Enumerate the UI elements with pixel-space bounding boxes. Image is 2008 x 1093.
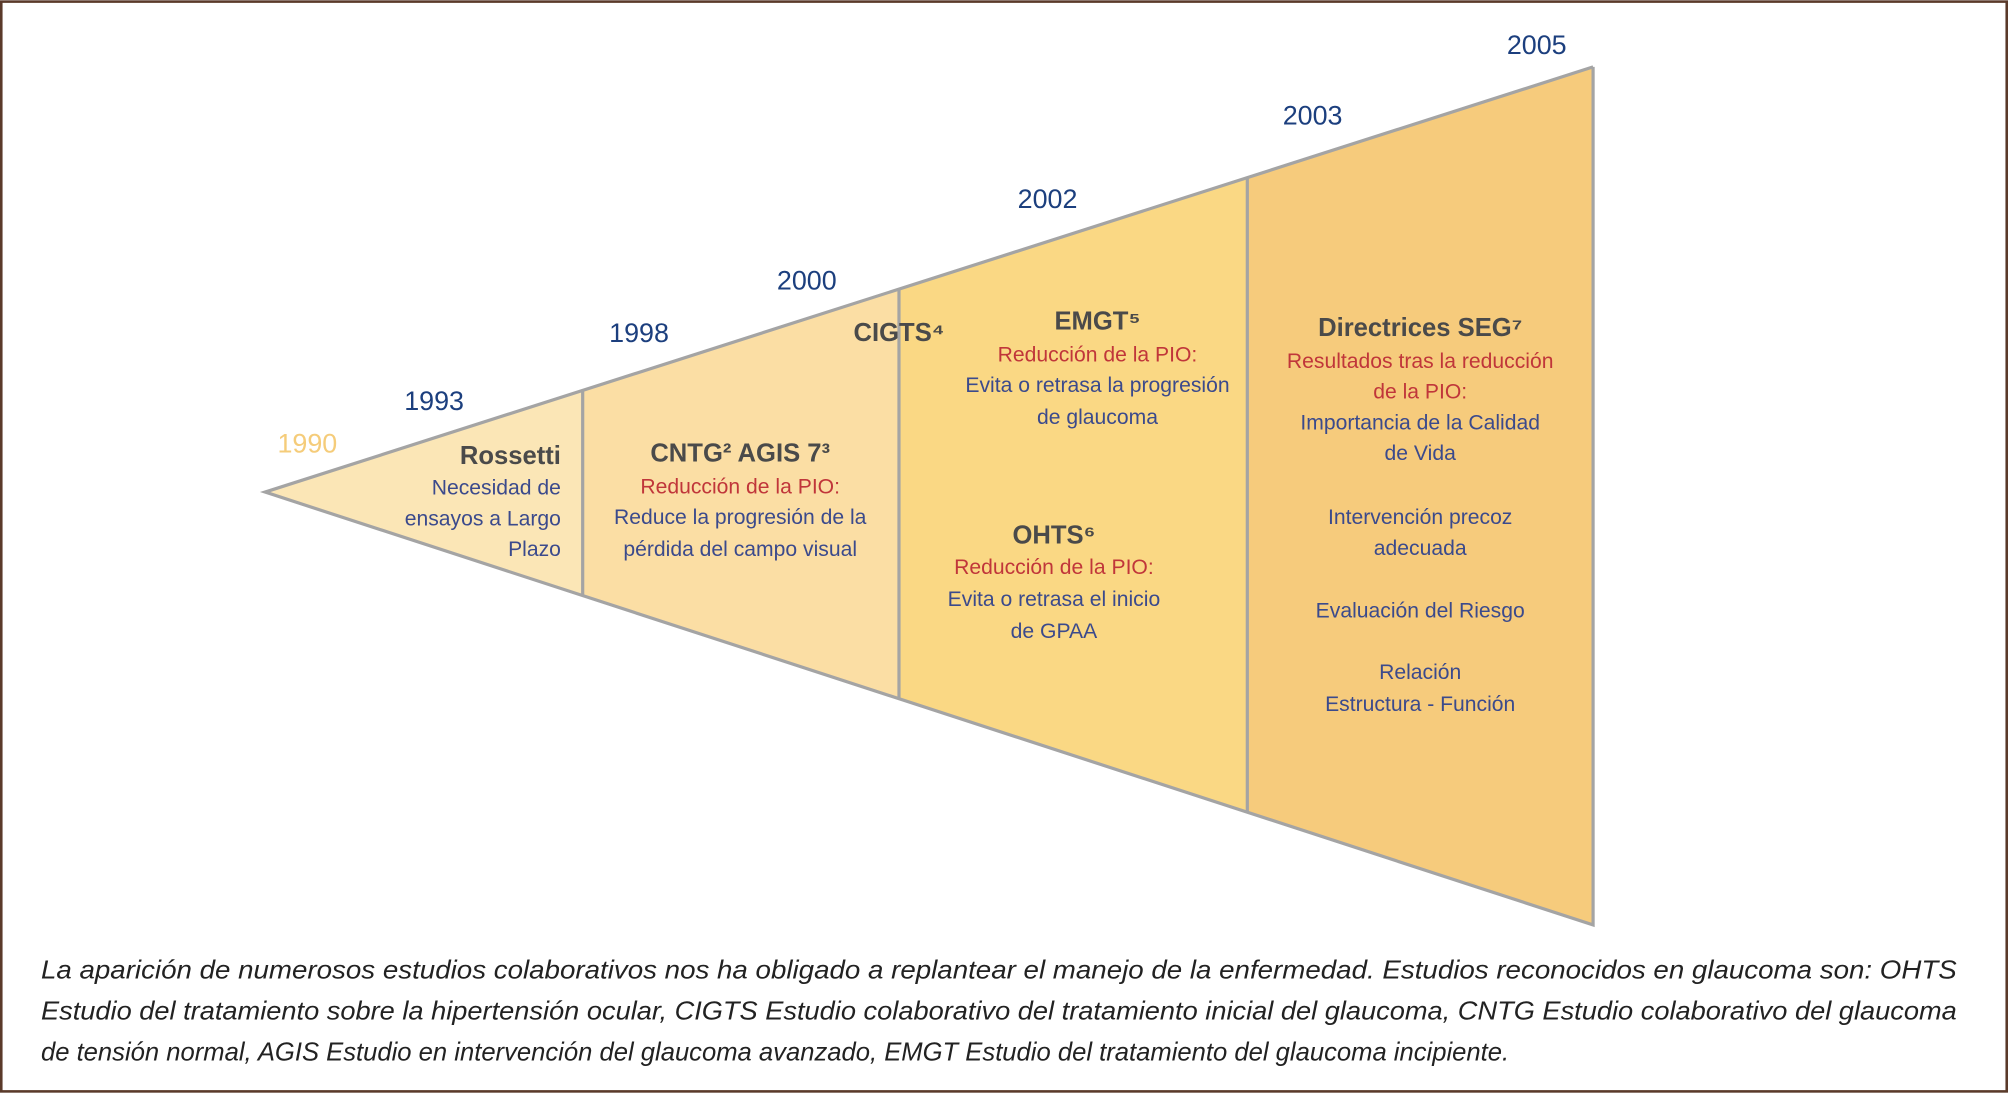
block-line: Evaluación del Riesgo xyxy=(1316,600,1525,623)
block-line: Evita o retrasa la progresión xyxy=(965,374,1229,397)
block-line: Intervención precoz xyxy=(1328,506,1512,529)
block-title: EMGT⁵ xyxy=(1054,307,1140,335)
block-highlight: Resultados tras la reducción xyxy=(1287,350,1554,373)
block-title: OHTS⁶ xyxy=(1012,521,1095,549)
outline xyxy=(259,65,1595,928)
block-line: Estructura - Función xyxy=(1325,693,1515,716)
block-highlight: de la PIO: xyxy=(1373,381,1467,404)
block-line: de GPAA xyxy=(1011,620,1098,643)
block-title: CIGTS⁴ xyxy=(854,319,945,347)
block-highlight: Reducción de la PIO: xyxy=(954,556,1154,579)
block-line: ensayos a Largo xyxy=(405,507,561,530)
block-highlight: Reducción de la PIO: xyxy=(640,475,840,498)
block-title: CNTG² AGIS 7³ xyxy=(650,439,830,467)
year-label: 1990 xyxy=(277,428,337,458)
block-line: de Vida xyxy=(1385,442,1457,465)
year-label: 2003 xyxy=(1283,101,1343,131)
block-line: Necesidad de xyxy=(432,477,561,500)
block-line: adecuada xyxy=(1374,537,1467,560)
block-line: Reduce la progresión de la xyxy=(614,506,867,529)
year-label: 2002 xyxy=(1018,184,1078,214)
block-line: de glaucoma xyxy=(1037,406,1158,429)
year-label: 1998 xyxy=(609,318,669,348)
block-line: Importancia de la Calidad xyxy=(1300,411,1540,434)
block-line: Plazo xyxy=(508,538,561,561)
block-line: Relación xyxy=(1379,661,1461,684)
year-label: 2005 xyxy=(1507,30,1567,60)
block-title: Rossetti xyxy=(460,442,561,470)
section-3 xyxy=(898,177,1248,813)
section-2 xyxy=(582,289,899,699)
section-1 xyxy=(265,390,583,596)
year-label: 2000 xyxy=(777,266,837,296)
year-label: 1993 xyxy=(404,386,464,416)
block-highlight: Reducción de la PIO: xyxy=(998,343,1198,366)
triangle xyxy=(259,65,1595,928)
block-line: pérdida del campo visual xyxy=(623,538,857,561)
caption-line: de tensión normal, AGIS Estudio en inter… xyxy=(41,1039,1509,1067)
block-title: Directrices SEG⁷ xyxy=(1318,314,1522,342)
caption-line: La aparición de numerosos estudios colab… xyxy=(41,957,1957,985)
caption-line: Estudio del tratamiento sobre la hiperte… xyxy=(41,998,1957,1026)
block-line: Evita o retrasa el inicio xyxy=(948,588,1161,611)
section-4 xyxy=(1247,66,1594,925)
